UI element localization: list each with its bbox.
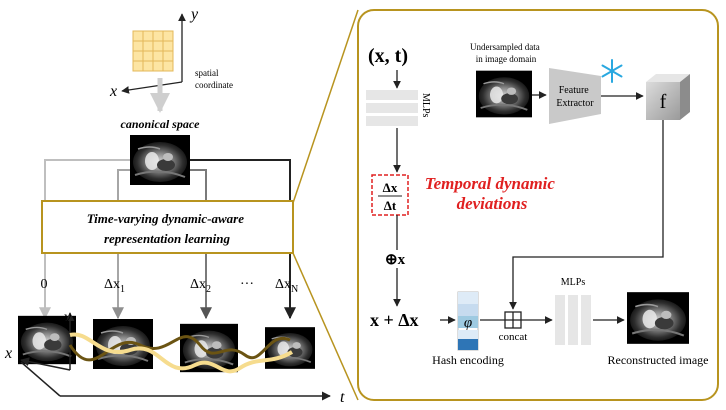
representation-learning-label: Time-varying dynamic-aware representatio… bbox=[87, 211, 248, 246]
delta-numerator: Δx bbox=[383, 180, 398, 195]
feature-symbol: f bbox=[660, 91, 667, 113]
x-axis-line bbox=[121, 81, 183, 94]
representation-learning-box bbox=[41, 200, 294, 254]
reconstructed-label: Reconstructed image bbox=[608, 353, 709, 367]
axis-x-label: x bbox=[109, 83, 117, 100]
input-coordinate: (x, t) bbox=[368, 45, 408, 67]
zoom-line-top bbox=[292, 9, 359, 204]
reconstructed-image bbox=[627, 290, 689, 346]
trajectory-light bbox=[69, 332, 294, 374]
hash-encoding-block bbox=[457, 291, 479, 351]
stack-axis-x-label: x bbox=[4, 345, 12, 362]
branch-label-dx1: Δx1 bbox=[104, 277, 125, 295]
concat-label: concat bbox=[499, 331, 528, 343]
mlp-stack bbox=[366, 90, 418, 126]
delta-denominator: Δt bbox=[384, 198, 397, 213]
feature-cube bbox=[646, 74, 690, 120]
delta-box bbox=[371, 174, 409, 216]
hash-encoding-label: Hash encoding bbox=[432, 353, 504, 367]
temporal-deviation-label: Temporal dynamic deviations bbox=[425, 174, 559, 213]
canonical-space-label: canonical space bbox=[121, 117, 201, 131]
branch-label-dots: ··· bbox=[240, 277, 254, 292]
mlp2-label: MLPs bbox=[561, 277, 586, 288]
stack-axis-y-label: y bbox=[62, 309, 72, 326]
phi-symbol: φ bbox=[464, 315, 472, 331]
snowflake-icon bbox=[601, 59, 623, 83]
mlp2-stack bbox=[555, 295, 591, 345]
feature-extractor bbox=[549, 68, 601, 124]
time-axis-diag bbox=[20, 361, 61, 397]
undersampled-label: Undersampled data in image domain bbox=[470, 42, 542, 64]
axis-y-label: y bbox=[189, 6, 199, 23]
feature-to-concat-line bbox=[509, 120, 664, 310]
spatial-coordinate-label: spatial coordinate bbox=[195, 68, 233, 90]
branch-label-0: 0 bbox=[41, 277, 48, 292]
feature-extractor-label: Feature Extractor bbox=[556, 85, 594, 109]
undersampled-image bbox=[476, 69, 532, 119]
branch-label-dx2: Δx2 bbox=[190, 277, 211, 295]
sum-label: x + Δx bbox=[370, 310, 419, 330]
spatial-grid bbox=[132, 30, 174, 72]
mlp-label: MLPs bbox=[420, 93, 431, 118]
concat-symbol bbox=[504, 311, 522, 329]
canonical-mri-image bbox=[130, 135, 190, 185]
branch-lines bbox=[39, 159, 296, 320]
oplus-label: ⊕x bbox=[385, 252, 406, 268]
zoom-line-bottom bbox=[292, 252, 359, 401]
stack-x-axis bbox=[20, 357, 71, 371]
time-axis-label: t bbox=[340, 389, 345, 406]
branch-label-dxn: ΔxN bbox=[275, 277, 298, 295]
